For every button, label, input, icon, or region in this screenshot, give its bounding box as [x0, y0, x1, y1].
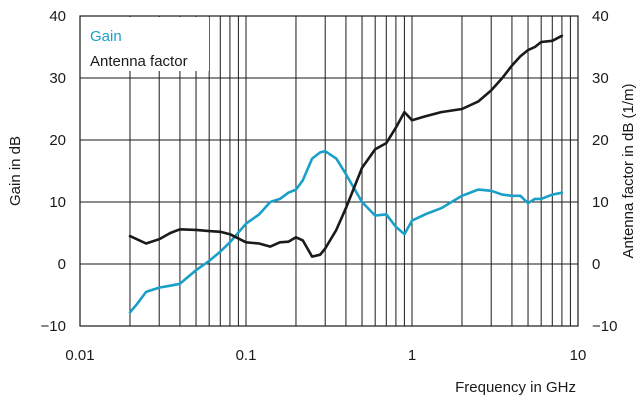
x-tick-label: 1: [408, 347, 416, 364]
legend-item-antenna-factor: Antenna factor: [90, 53, 188, 70]
gain-line: [128, 149, 564, 314]
y-tick-label: 10: [49, 194, 66, 211]
antenna-factor-line: [128, 34, 564, 258]
x-tick-labels: 0.01 0.1 1 10: [65, 347, 586, 364]
legend-background: [81, 17, 209, 71]
y-tick-label: −10: [41, 318, 66, 335]
x-tick-label: 0.01: [65, 347, 94, 364]
plot-frame: [79, 15, 579, 327]
y2-tick-label: 0: [592, 256, 600, 273]
y-tick-label: 0: [58, 256, 66, 273]
legend: Gain Antenna factor: [81, 17, 209, 71]
left-y-axis-label: Gain in dB: [7, 136, 24, 206]
left-y-tick-labels: −10 0 10 20 30 40: [41, 8, 66, 335]
y-tick-label: 20: [49, 132, 66, 149]
right-y-tick-labels: −10 0 10 20 30 40: [592, 8, 617, 335]
x-tick-label: 10: [570, 347, 587, 364]
y-tick-label: 30: [49, 70, 66, 87]
y-tick-label: 40: [49, 8, 66, 25]
y2-tick-label: −10: [592, 318, 617, 335]
y2-tick-label: 10: [592, 194, 609, 211]
y2-tick-label: 20: [592, 132, 609, 149]
x-tick-label: 0.1: [236, 347, 257, 364]
series-lines: [128, 34, 564, 314]
x-axis-label: Frequency in GHz: [455, 379, 576, 396]
legend-item-gain: Gain: [90, 28, 122, 45]
y2-tick-label: 40: [592, 8, 609, 25]
right-y-axis-label: Antenna factor in dB (1/m): [620, 83, 637, 258]
y2-tick-label: 30: [592, 70, 609, 87]
